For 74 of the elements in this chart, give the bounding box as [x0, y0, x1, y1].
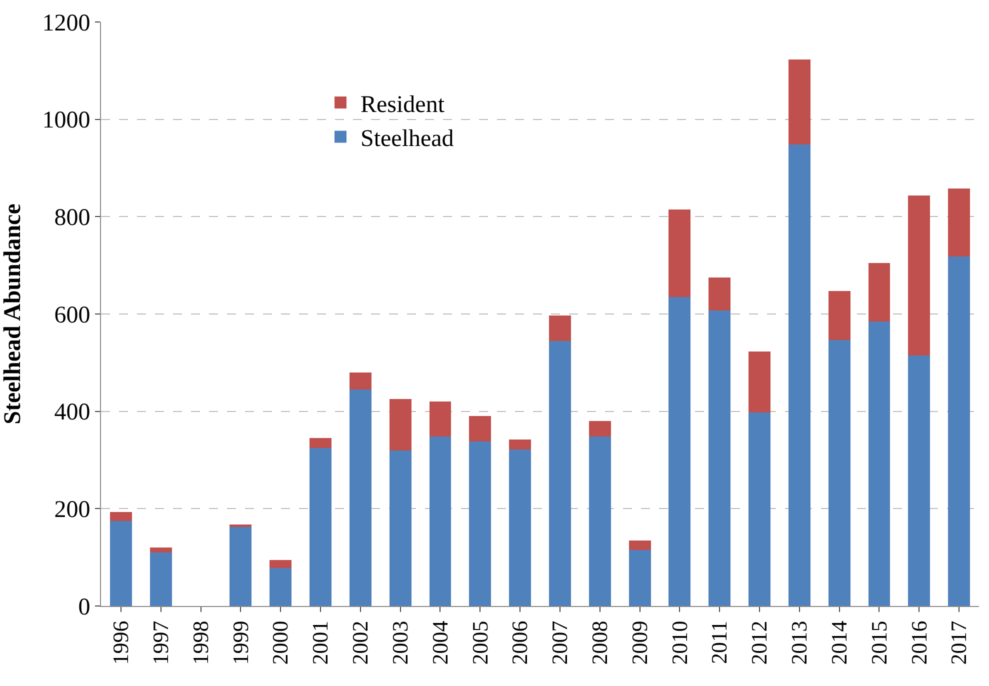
bar [429, 402, 452, 437]
x-tick-label: 2014 [826, 620, 852, 665]
bar [908, 355, 930, 606]
bar [828, 291, 850, 340]
x-tick-label: 2013 [786, 620, 812, 665]
bar [548, 315, 571, 341]
bar [310, 438, 332, 448]
bar [310, 448, 332, 606]
x-tick-label: 2007 [547, 620, 572, 665]
bar [588, 421, 611, 437]
bar [509, 440, 532, 450]
x-tick-label: 2005 [467, 620, 492, 665]
bar [788, 144, 810, 606]
x-tick-label: 1998 [188, 620, 213, 665]
x-tick-label: 2011 [706, 620, 732, 664]
x-tick-label: 2000 [268, 620, 293, 665]
y-tick-label: 200 [54, 497, 90, 524]
y-axis-title: Steelhead Abundance [0, 203, 26, 424]
x-tick-label: 2015 [866, 620, 892, 665]
bar [588, 436, 611, 606]
bar [270, 568, 292, 606]
y-tick-label: 800 [54, 205, 90, 232]
bar [548, 340, 571, 606]
bar [708, 278, 731, 311]
bar [908, 196, 930, 356]
bar [828, 340, 850, 606]
bar [349, 389, 372, 606]
bar [230, 527, 252, 606]
legend-label: Steelhead [360, 126, 454, 152]
y-tick-label: 1200 [42, 10, 90, 36]
bar [509, 449, 532, 606]
bar [628, 550, 651, 606]
bar [868, 262, 890, 322]
bar [349, 372, 372, 390]
x-tick-label: 2016 [906, 620, 932, 665]
bar [668, 296, 691, 606]
y-tick-label: 600 [54, 302, 90, 328]
bar [668, 209, 691, 297]
bar [948, 188, 970, 257]
y-tick-label: 0 [78, 594, 90, 620]
bar [748, 351, 770, 412]
bar [628, 540, 651, 550]
bar [110, 520, 132, 606]
bar [748, 412, 770, 606]
x-tick-label: 2004 [427, 620, 452, 665]
bar [788, 59, 810, 145]
bar [868, 321, 890, 606]
bar [389, 450, 412, 606]
x-tick-label: 1996 [108, 620, 134, 665]
x-tick-label: 1999 [228, 620, 253, 665]
x-tick-label: 2001 [308, 620, 333, 665]
bar [110, 512, 132, 521]
x-tick-label: 2008 [587, 620, 612, 665]
bar [270, 560, 292, 568]
x-tick-label: 2003 [387, 620, 412, 665]
x-tick-label: 2002 [348, 620, 373, 665]
bar [469, 416, 492, 442]
bar [150, 552, 172, 606]
x-tick-label: 1997 [148, 620, 174, 665]
x-tick-label: 2012 [746, 620, 772, 665]
bar [708, 310, 731, 606]
x-tick-label: 2009 [626, 620, 652, 665]
bar [230, 524, 252, 528]
bar [150, 548, 172, 552]
x-tick-label: 2010 [666, 620, 692, 665]
bar [469, 442, 492, 606]
x-tick-label: 2006 [507, 620, 532, 665]
bar [389, 399, 412, 450]
bar [429, 436, 452, 606]
y-tick-label: 1000 [42, 108, 90, 134]
y-tick-label: 400 [54, 400, 90, 426]
legend-label: Resident [360, 92, 445, 118]
bar [948, 256, 970, 606]
x-tick-label: 2017 [946, 620, 972, 665]
